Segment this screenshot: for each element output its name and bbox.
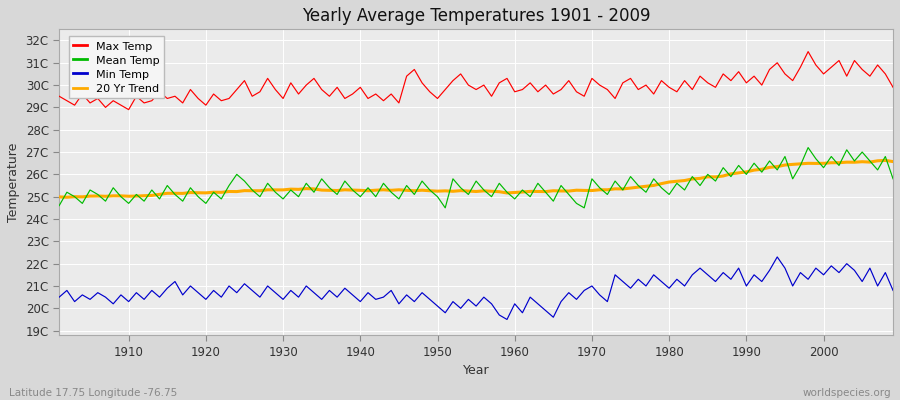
20 Yr Trend [887, 159, 898, 164]
Y-axis label: Temperature: Temperature [7, 142, 20, 222]
Max Temp [887, 85, 898, 90]
Mean Temp [517, 188, 527, 192]
Mean Temp [887, 176, 898, 181]
Min Temp [54, 295, 65, 300]
Min Temp [509, 302, 520, 306]
20 Yr Trend [509, 190, 520, 195]
Mean Temp [509, 196, 520, 201]
Text: worldspecies.org: worldspecies.org [803, 388, 891, 398]
Mean Temp [440, 206, 451, 210]
Line: Max Temp: Max Temp [59, 52, 893, 110]
20 Yr Trend [517, 190, 527, 194]
20 Yr Trend [61, 195, 72, 200]
20 Yr Trend [54, 194, 65, 199]
Line: Mean Temp: Mean Temp [59, 148, 893, 208]
Line: Min Temp: Min Temp [59, 257, 893, 320]
Max Temp [54, 94, 65, 99]
Title: Yearly Average Temperatures 1901 - 2009: Yearly Average Temperatures 1901 - 2009 [302, 7, 651, 25]
Max Temp [339, 96, 350, 101]
20 Yr Trend [339, 187, 350, 192]
Min Temp [772, 254, 783, 259]
Min Temp [115, 292, 126, 297]
20 Yr Trend [880, 158, 891, 163]
Min Temp [501, 317, 512, 322]
Max Temp [115, 103, 126, 108]
Max Temp [609, 96, 620, 101]
Mean Temp [115, 194, 126, 199]
Mean Temp [54, 203, 65, 208]
Min Temp [285, 288, 296, 293]
Mean Temp [285, 188, 296, 192]
20 Yr Trend [293, 187, 304, 192]
Line: 20 Yr Trend: 20 Yr Trend [59, 160, 893, 197]
Max Temp [509, 89, 520, 94]
Max Temp [293, 92, 304, 96]
Mean Temp [332, 192, 343, 197]
Min Temp [887, 288, 898, 293]
Mean Temp [609, 179, 620, 184]
20 Yr Trend [609, 186, 620, 191]
Min Temp [517, 310, 527, 315]
Max Temp [517, 87, 527, 92]
Mean Temp [803, 145, 814, 150]
Min Temp [609, 272, 620, 277]
Min Temp [332, 295, 343, 300]
20 Yr Trend [123, 194, 134, 199]
X-axis label: Year: Year [463, 364, 490, 377]
Max Temp [123, 107, 134, 112]
Max Temp [803, 49, 814, 54]
Text: Latitude 17.75 Longitude -76.75: Latitude 17.75 Longitude -76.75 [9, 388, 177, 398]
Legend: Max Temp, Mean Temp, Min Temp, 20 Yr Trend: Max Temp, Mean Temp, Min Temp, 20 Yr Tre… [69, 36, 164, 98]
